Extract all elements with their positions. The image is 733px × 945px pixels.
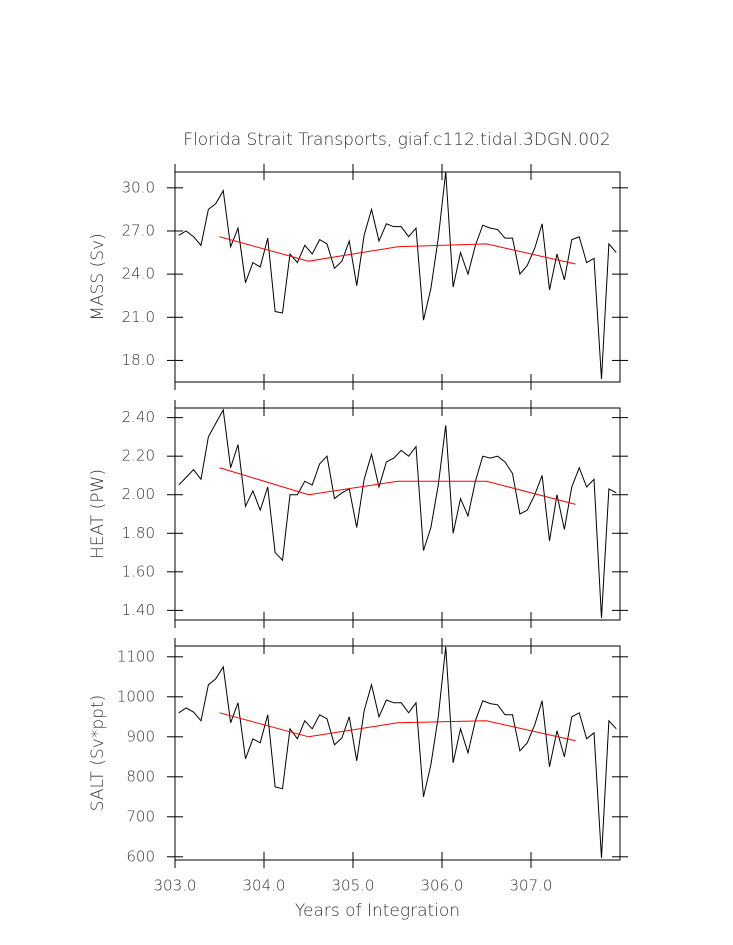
y-tick-label: 2.00 bbox=[122, 485, 155, 503]
y-tick-label: 1.40 bbox=[122, 601, 155, 619]
y-tick-label: 1.60 bbox=[122, 562, 155, 580]
y-tick-label: 30.0 bbox=[122, 178, 155, 196]
y-tick-label: 27.0 bbox=[122, 221, 155, 239]
x-tick-label: 306.0 bbox=[421, 877, 464, 895]
y-tick-label: 24.0 bbox=[122, 265, 155, 283]
y-tick-label: 21.0 bbox=[122, 308, 155, 326]
x-axis-label: Years of Integration bbox=[295, 901, 460, 921]
y-tick-label: 700 bbox=[126, 807, 155, 825]
x-tick-label: 305.0 bbox=[332, 877, 375, 895]
y-axis-label: MASS (Sv) bbox=[88, 233, 108, 320]
y-tick-label: 2.40 bbox=[122, 408, 155, 426]
series-line bbox=[178, 646, 617, 859]
y-tick-label: 900 bbox=[126, 727, 155, 745]
y-axis-label: SALT (Sv*ppt) bbox=[88, 695, 108, 812]
chart-title: Florida Strait Transports, giaf.c112.tid… bbox=[183, 130, 610, 150]
y-tick-label: 1000 bbox=[117, 687, 155, 705]
series-line bbox=[178, 171, 617, 380]
x-tick-label: 307.0 bbox=[510, 877, 553, 895]
x-tick-label: 303.0 bbox=[154, 877, 197, 895]
y-tick-label: 600 bbox=[126, 847, 155, 865]
y-tick-label: 1.80 bbox=[122, 524, 155, 542]
series-line bbox=[219, 467, 576, 505]
y-tick-label: 800 bbox=[126, 767, 155, 785]
x-tick-label: 304.0 bbox=[243, 877, 286, 895]
y-tick-label: 1100 bbox=[117, 647, 155, 665]
y-tick-label: 2.20 bbox=[122, 447, 155, 465]
series-line bbox=[178, 408, 617, 619]
plot-frame bbox=[174, 407, 621, 621]
y-axis-label: HEAT (PW) bbox=[88, 469, 108, 559]
series-line bbox=[219, 236, 576, 265]
y-tick-label: 18.0 bbox=[122, 351, 155, 369]
series-line bbox=[219, 712, 576, 742]
plot-frame bbox=[174, 171, 621, 383]
plot-frame bbox=[174, 645, 621, 861]
